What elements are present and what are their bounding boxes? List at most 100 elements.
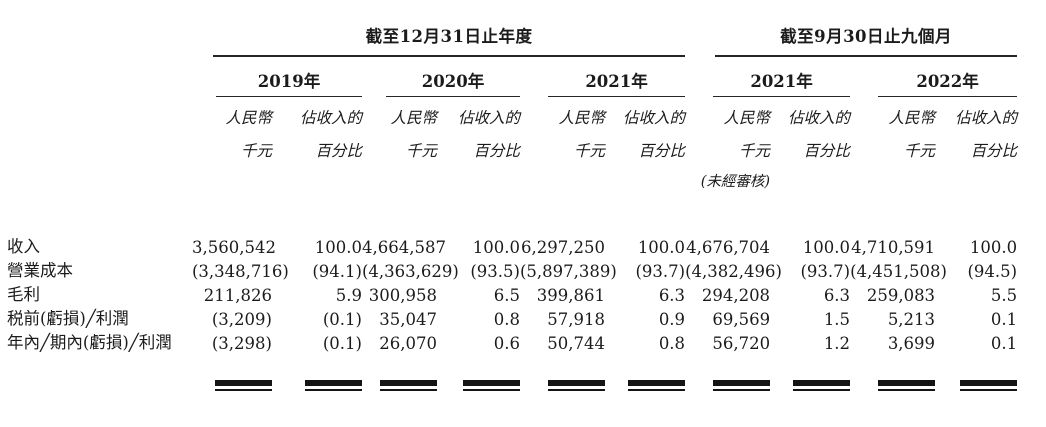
year-header-2021-nine-month: 2021年 — [685, 57, 851, 97]
col-header-pct: 佔收入的 — [299, 109, 362, 127]
year-header-2021: 2021年 — [520, 57, 686, 97]
cell-value: 259,083 — [866, 286, 936, 305]
col-header-pct: 佔收入的 — [457, 109, 520, 127]
cell-value: 100.0 — [637, 238, 686, 257]
col-header-percentage: 百分比 — [970, 142, 1018, 160]
unaudited-note-row: (未經審核) — [0, 161, 1017, 191]
total-double-rule — [628, 380, 686, 391]
col-header-thousand: 千元 — [405, 142, 437, 160]
cell-value: 399,861 — [536, 286, 605, 305]
cell-value: (93.7) — [635, 262, 686, 281]
total-double-rule — [305, 380, 362, 391]
cell-value: (4,382,496) — [685, 262, 782, 281]
cell-value: (4,451,508) — [850, 262, 947, 281]
col-header-percentage: 百分比 — [638, 142, 686, 160]
cell-value: 26,070 — [379, 334, 437, 353]
cell-value: 6,297,250 — [521, 238, 605, 257]
period-header-row: 截至12月31日止年度 截至9月30日止九個月 — [0, 13, 1018, 57]
cell-value: 35,047 — [379, 310, 437, 329]
cell-value: 0.1 — [990, 310, 1018, 329]
period-header-nine-month-label: 截至9月30日止九個月 — [715, 23, 1018, 57]
period-header-annual-label: 截至12月31日止年度 — [213, 23, 686, 57]
total-double-rule — [215, 380, 272, 391]
spacer-row — [0, 191, 1017, 233]
col-header-pct: 佔收入的 — [788, 109, 851, 127]
cell-value: 4,676,704 — [686, 238, 771, 257]
cell-value: 294,208 — [701, 286, 771, 305]
total-double-rule — [548, 380, 605, 391]
cell-value: (93.5) — [470, 262, 520, 281]
total-double-rule — [878, 380, 936, 391]
col-header-thousand: 千元 — [573, 142, 605, 160]
cell-value: 100.0 — [314, 238, 362, 257]
col-header-rmb: 人民幣 — [225, 109, 272, 127]
cell-value: (93.7) — [800, 262, 851, 281]
col-header-rmb: 人民幣 — [558, 109, 605, 127]
row-label: 毛利 — [7, 285, 40, 304]
financial-summary-sheet: 截至12月31日止年度 截至9月30日止九個月 2019年 2020年 2021… — [0, 13, 1046, 427]
cell-value: 69,569 — [712, 310, 771, 329]
cell-value: (3,348,716) — [192, 262, 289, 281]
total-double-rule — [463, 380, 520, 391]
cell-value: 56,720 — [712, 334, 771, 353]
corner-empty-cell — [0, 13, 192, 57]
unaudited-note: (未經審核) — [700, 174, 771, 190]
col-subheader-row-1: 人民幣 佔收入的 人民幣 佔收入的 人民幣 佔收入的 人民幣 佔收入的 人民幣 … — [0, 97, 1017, 128]
cell-value: 100.0 — [969, 238, 1018, 257]
table-row-profit-before-tax: 税前(虧損)╱利潤 (3,209) (0.1) 35,047 0.8 57,91… — [0, 305, 1017, 329]
col-header-thousand: 千元 — [240, 142, 272, 160]
cell-value: 211,826 — [203, 286, 272, 305]
table-row-profit-for-period: 年內╱期內(虧損)╱利潤 (3,298) (0.1) 26,070 0.6 50… — [0, 329, 1017, 353]
row-label: 營業成本 — [7, 261, 73, 280]
year-header-2020: 2020年 — [362, 57, 520, 97]
col-header-rmb: 人民幣 — [888, 109, 936, 127]
cell-value: 0.9 — [658, 310, 686, 329]
col-header-pct: 佔收入的 — [955, 109, 1018, 127]
cell-value: 0.8 — [658, 334, 686, 353]
table-row-revenue: 收入 3,560,542 100.0 4,664,587 100.0 6,297… — [0, 233, 1017, 257]
col-header-rmb: 人民幣 — [390, 109, 437, 127]
cell-value: (3,209) — [211, 310, 272, 329]
col-header-pct: 佔收入的 — [623, 109, 686, 127]
year-header-2019: 2019年 — [192, 57, 362, 97]
cell-value: 57,918 — [547, 310, 605, 329]
cell-value: (3,298) — [211, 334, 272, 353]
cell-value: 3,560,542 — [192, 238, 276, 257]
col-header-thousand: 千元 — [739, 142, 771, 160]
cell-value: 0.1 — [990, 334, 1018, 353]
col-header-rmb: 人民幣 — [723, 109, 771, 127]
table-row-cost-of-sales: 營業成本 (3,348,716) (94.1) (4,363,629) (93.… — [0, 257, 1017, 281]
year-header-2022-nine-month: 2022年 — [850, 57, 1018, 97]
row-label: 税前(虧損)╱利潤 — [7, 309, 129, 328]
cell-value: 4,664,587 — [362, 238, 446, 257]
cell-value: 1.2 — [823, 334, 851, 353]
period-header-nine-month: 截至9月30日止九個月 — [685, 13, 1018, 57]
row-label: 收入 — [7, 237, 40, 256]
period-header-annual: 截至12月31日止年度 — [192, 13, 686, 57]
cell-value: 4,710,591 — [851, 238, 936, 257]
total-double-rule — [713, 380, 771, 391]
financial-summary-table: 截至12月31日止年度 截至9月30日止九個月 2019年 2020年 2021… — [0, 13, 1018, 391]
cell-value: 5.5 — [990, 286, 1018, 305]
cell-value: 5,213 — [887, 310, 936, 329]
col-header-percentage: 百分比 — [803, 142, 851, 160]
col-subheader-row-2: 千元 百分比 千元 百分比 千元 百分比 千元 百分比 千元 百分比 — [0, 128, 1017, 161]
cell-value: 6.3 — [658, 286, 686, 305]
cell-value: (4,363,629) — [362, 262, 459, 281]
cell-value: 100.0 — [472, 238, 520, 257]
cell-value: (0.1) — [322, 310, 362, 329]
col-header-percentage: 百分比 — [315, 142, 362, 160]
total-double-rule — [793, 380, 851, 391]
row-label: 年內╱期內(虧損)╱利潤 — [7, 333, 172, 352]
cell-value: 6.3 — [823, 286, 851, 305]
cell-value: 0.6 — [493, 334, 520, 353]
cell-value: (5,897,389) — [520, 262, 617, 281]
cell-value: 1.5 — [823, 310, 851, 329]
cell-value: 5.9 — [335, 286, 362, 305]
cell-value: 300,958 — [368, 286, 437, 305]
cell-value: 50,744 — [547, 334, 605, 353]
year-header-row: 2019年 2020年 2021年 2021年 2022年 — [0, 57, 1018, 97]
cell-value: (0.1) — [322, 334, 362, 353]
cell-value: (94.5) — [967, 262, 1018, 281]
cell-value: (94.1) — [312, 262, 362, 281]
